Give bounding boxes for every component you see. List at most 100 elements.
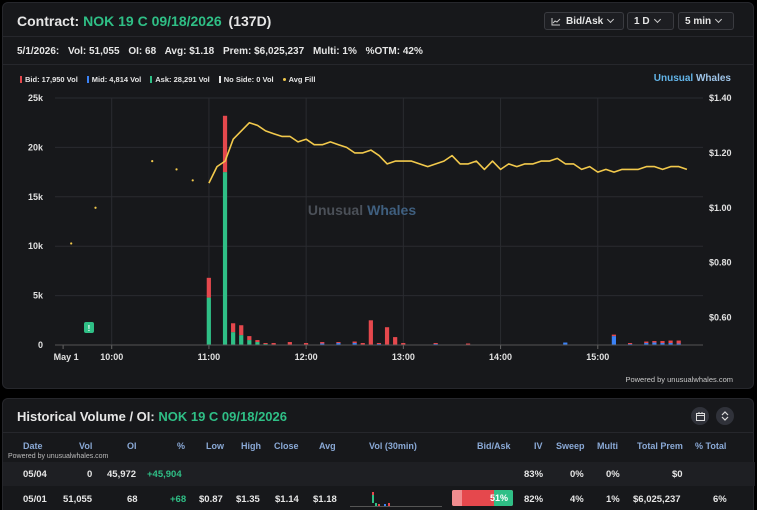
cell-iv: 82% [524, 494, 544, 505]
col-iv[interactable]: IV [534, 441, 543, 451]
bar-bid [336, 342, 341, 344]
bar-mid [352, 343, 357, 345]
legend-mid[interactable]: Mid: 4,814 Vol [86, 75, 141, 84]
bar-ask [231, 332, 236, 345]
x-tick-label: 10:00 [100, 352, 123, 362]
stats-prem: Prem: $6,025,237 [223, 46, 305, 57]
bar-mid [676, 343, 681, 345]
range-select-label: 1 D [634, 15, 650, 27]
line-chart-icon [551, 17, 561, 25]
bar-bid [644, 341, 649, 344]
legend-swatch [20, 76, 22, 83]
legend-no-side[interactable]: No Side: 0 Vol [218, 75, 274, 84]
bar-ask [247, 340, 252, 345]
cell-oi: 68 [127, 494, 138, 505]
vol-30min-sparkline [350, 492, 442, 507]
bar-bid [231, 323, 236, 333]
historical-contract[interactable]: NOK 19 C 09/18/2026 [158, 409, 287, 424]
contract-prefix: Contract: [17, 13, 80, 29]
stats-oi: OI: 68 [128, 46, 157, 57]
avg-fill-series [70, 121, 688, 245]
x-tick-label: 14:00 [489, 352, 512, 362]
col-avg[interactable]: Avg [319, 441, 336, 451]
cell-iv: 83% [524, 469, 544, 480]
bar-bid [368, 320, 373, 345]
cell-date: 05/04 [23, 469, 47, 480]
range-select[interactable]: 1 D [627, 12, 674, 30]
cell-pct: +68 [170, 494, 187, 505]
interval-select[interactable]: 5 min [678, 12, 734, 30]
bid-ask-label: 51% [489, 493, 508, 503]
sort-button[interactable] [716, 407, 734, 425]
sort-icon [721, 411, 729, 421]
divider [3, 64, 753, 65]
avg-fill-dot [175, 168, 178, 171]
y-right-tick-label: $0.60 [709, 313, 732, 323]
powered-by[interactable]: Powered by unusualwhales.com [625, 375, 733, 384]
x-tick-label: 15:00 [586, 352, 609, 362]
col-bid-ask[interactable]: Bid/Ask [477, 441, 511, 451]
bar-mid [336, 343, 341, 345]
col-multi[interactable]: Multi [597, 441, 618, 451]
legend-bid[interactable]: Bid: 17,950 Vol [20, 75, 78, 84]
divider [3, 36, 753, 37]
contract-name[interactable]: NOK 19 C 09/18/2026 [83, 13, 222, 29]
y-right-tick-label: $0.80 [709, 258, 732, 268]
col-high[interactable]: High [241, 441, 261, 451]
bar-bid [627, 343, 633, 345]
legend-ask[interactable]: Ask: 28,291 Vol [150, 75, 210, 84]
chart-watermark: Unusual Whales [308, 202, 416, 218]
cell-vol: 51,055 [63, 494, 93, 505]
legend-swatch [282, 78, 286, 81]
volume-bars [206, 115, 681, 346]
col-pct-total[interactable]: % Total [695, 441, 727, 451]
col-date[interactable]: Date [23, 441, 43, 451]
calendar-button[interactable] [691, 407, 709, 425]
alert-marker[interactable]: ! [84, 322, 94, 333]
cell-multi: 1% [606, 494, 620, 505]
y-left-tick-label: 15k [28, 192, 44, 202]
col-oi[interactable]: OI [127, 441, 137, 451]
chart-axes: 25k 20k 15k 10k 5k 0 $1.40 $1.20 $1.00 $0.80 $0.60… [28, 93, 732, 362]
chart-legend: Bid: 17,950 Vol Mid: 4,814 Vol Ask: 28,2… [20, 75, 315, 84]
bar-mid [660, 343, 665, 345]
x-tick-label: 12:00 [295, 352, 318, 362]
avg-fill-dot [191, 179, 194, 182]
col-vol[interactable]: Vol [79, 441, 93, 451]
divider [3, 432, 753, 433]
col-pct[interactable]: % [177, 441, 186, 451]
bar-bid [384, 327, 390, 345]
stats-bar: 5/1/2026: Vol: 51,055 OI: 68 Avg: $1.18 … [17, 46, 429, 57]
bar-mid [611, 336, 616, 345]
powered-by[interactable]: Powered by unusualwhales.com [8, 453, 109, 460]
chart-grid [55, 97, 703, 346]
cell-prem: $6,025,237 [633, 494, 681, 505]
stats-date: 5/1/2026: [17, 46, 60, 57]
col-sweep[interactable]: Sweep [556, 441, 585, 451]
legend-avg-fill[interactable]: Avg Fill [282, 75, 315, 84]
cell-high: $1.35 [236, 494, 260, 505]
interval-select-label: 5 min [685, 15, 712, 27]
bar-bid [401, 343, 406, 345]
bar-mid [563, 342, 568, 345]
bid-ask-bar: 51% [452, 490, 513, 506]
cell-close: $1.14 [275, 494, 299, 505]
contract-dte: (137D) [228, 13, 272, 29]
cell-vol: 0 [87, 469, 93, 480]
col-close[interactable]: Close [274, 441, 299, 451]
bid-ask-bar-tint [452, 490, 462, 506]
col-vol-30min[interactable]: Vol (30min) [369, 441, 417, 451]
bar-bid [393, 337, 398, 345]
avg-fill-line [208, 121, 688, 184]
bar-bid [255, 340, 260, 343]
bar-ask [239, 335, 244, 345]
legend-swatch [150, 76, 153, 83]
bar-bid [320, 342, 325, 344]
table-row[interactable]: 05/04 0 45,972 +45,904 83% 0% 0% $0 [3, 462, 755, 486]
table-row[interactable]: 05/01 51,055 68 +68 $0.87 $1.35 $1.14 $1… [3, 487, 755, 510]
bar-bid [376, 343, 382, 345]
cell-pct: +45,904 [147, 469, 182, 480]
col-low[interactable]: Low [206, 441, 224, 451]
bid-ask-select[interactable]: Bid/Ask [544, 12, 624, 30]
col-total-prem[interactable]: Total Prem [637, 441, 683, 451]
